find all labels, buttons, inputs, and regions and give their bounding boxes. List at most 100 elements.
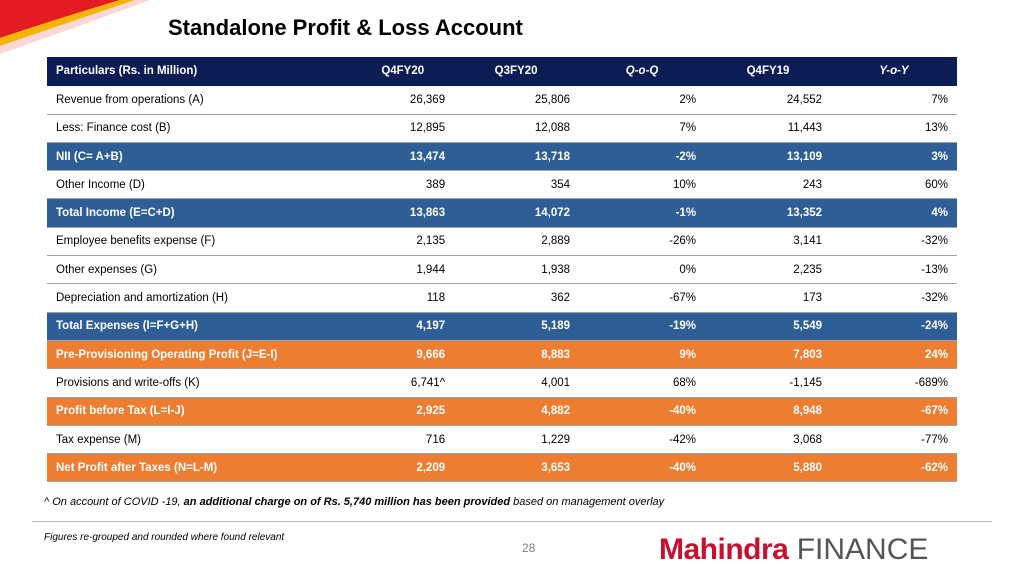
mahindra-finance-logo: Mahindra FINANCE [659, 532, 928, 568]
table-cell: -24% [831, 312, 957, 341]
row-label: Provisions and write-offs (K) [47, 368, 353, 398]
table-cell: 14,072 [453, 198, 580, 228]
logo-product: FINANCE [796, 533, 929, 566]
column-header: Q3FY20 [453, 57, 580, 87]
column-header: Q4FY20 [352, 57, 454, 87]
table-cell: 243 [705, 170, 832, 200]
table-cell: 12,895 [352, 114, 454, 143]
table-cell: 7% [579, 114, 706, 143]
table-cell: 24,552 [705, 85, 832, 115]
table-cell: 2,889 [453, 227, 580, 257]
footnote-suffix: based on management overlay [510, 496, 665, 508]
table-cell: 2% [579, 85, 706, 115]
table-cell: -40% [579, 453, 706, 483]
table-cell: 3,653 [453, 453, 580, 483]
row-label: Net Profit after Taxes (N=L-M) [47, 453, 353, 483]
table-cell: 68% [579, 368, 706, 398]
table-row: Other Income (D) 389 354 10% 243 60% [47, 170, 957, 200]
column-header: Y-o-Y [831, 57, 957, 87]
profit-loss-table: Particulars (Rs. in Million) Q4FY20 Q3FY20… [47, 57, 957, 483]
table-cell: 354 [453, 170, 580, 200]
table-cell: 7% [831, 85, 957, 115]
table-row: Depreciation and amortization (H) 118 362-… [47, 283, 957, 313]
row-label: Other Income (D) [47, 170, 353, 200]
row-label: Total Income (E=C+D) [47, 198, 353, 228]
table-row: Less: Finance cost (B) 12,895 12,088 7% 11,4… [47, 114, 957, 143]
page-number: 28 [522, 541, 536, 555]
table-row: Pre-Provisioning Operating Profit (J=E-I… [47, 340, 957, 370]
table-cell: 2,235 [705, 255, 832, 285]
table-row: Employee benefits expense (F) 2,135 2,889-… [47, 227, 957, 257]
table-cell: 13,109 [705, 142, 832, 172]
table-row: Provisions and write-offs (K) 6,741^ 4,001… [47, 368, 957, 398]
table-cell: -62% [831, 453, 957, 483]
row-label: Other expenses (G) [47, 255, 353, 285]
row-label: Employee benefits expense (F) [47, 227, 353, 257]
table-cell: 3,068 [705, 425, 832, 455]
table-cell: -32% [831, 227, 957, 257]
table-cell: 9% [579, 340, 706, 370]
table-cell: -77% [831, 425, 957, 455]
page-title: Standalone Profit & Loss Account [168, 15, 523, 40]
table-cell: 24% [831, 340, 957, 370]
table-cell: -689% [831, 368, 957, 398]
column-header: Q-o-Q [579, 57, 706, 87]
table-cell: 5,880 [705, 453, 832, 483]
table-header-row: Particulars (Rs. in Million) Q4FY20 Q3FY20… [47, 57, 957, 87]
table-cell: 10% [579, 170, 706, 200]
table-cell: 8,883 [453, 340, 580, 370]
table-row: Tax expense (M) 716 1,229 -42% 3,068 -77% [47, 425, 957, 455]
table-cell: 9,666 [352, 340, 454, 370]
table-cell: 1,944 [352, 255, 454, 285]
figures-note: Figures re-grouped and rounded where fou… [44, 532, 285, 543]
table-cell: 60% [831, 170, 957, 200]
table-row: Revenue from operations (A) 26,369 25,806 2… [47, 85, 957, 115]
table-cell: 13,474 [352, 142, 454, 172]
table-cell: 362 [453, 283, 580, 313]
table-cell: -19% [579, 312, 706, 341]
table-cell: 25,806 [453, 85, 580, 115]
row-label: Pre-Provisioning Operating Profit (J=E-I… [47, 340, 353, 370]
footnote-prefix: ^ On account of COVID -19, [44, 496, 184, 508]
table-row: Total Income (E=C+D) 13,863 14,072 -1% 13,35… [47, 198, 957, 228]
table-cell: 1,229 [453, 425, 580, 455]
table-cell: 12,088 [453, 114, 580, 143]
table-cell: 11,443 [705, 114, 832, 143]
table-cell: 6,741^ [352, 368, 454, 398]
table-cell: 389 [352, 170, 454, 200]
table-cell: 4,882 [453, 397, 580, 426]
table-cell: 26,369 [352, 85, 454, 115]
row-label: Total Expenses (I=F+G+H) [47, 312, 353, 341]
table-cell: 4% [831, 198, 957, 228]
row-label: Revenue from operations (A) [47, 85, 353, 115]
table-cell: 118 [352, 283, 454, 313]
table-cell: 8,948 [705, 397, 832, 426]
table-cell: 3% [831, 142, 957, 172]
table-row: Net Profit after Taxes (N=L-M) 2,209 3,653… [47, 453, 957, 483]
table-cell: 5,189 [453, 312, 580, 341]
table-cell: -26% [579, 227, 706, 257]
table-cell: 1,938 [453, 255, 580, 285]
table-cell: 5,549 [705, 312, 832, 341]
table-row: Other expenses (G) 1,944 1,938 0% 2,235 -13% [47, 255, 957, 285]
table-row: Total Expenses (I=F+G+H) 4,197 5,189 -19% 5,… [47, 312, 957, 341]
table-cell: 13,352 [705, 198, 832, 228]
table-cell: -32% [831, 283, 957, 313]
table-cell: 0% [579, 255, 706, 285]
footer-divider [32, 521, 992, 522]
table-cell: -42% [579, 425, 706, 455]
table-cell: -1% [579, 198, 706, 228]
table-cell: 3,141 [705, 227, 832, 257]
table-cell: 716 [352, 425, 454, 455]
table-cell: -67% [579, 283, 706, 313]
table-cell: -40% [579, 397, 706, 426]
column-header: Particulars (Rs. in Million) [47, 57, 353, 87]
row-label: Less: Finance cost (B) [47, 114, 353, 143]
row-label: NII (C= A+B) [47, 142, 353, 172]
table-cell: 13% [831, 114, 957, 143]
table-cell: 13,863 [352, 198, 454, 228]
row-label: Tax expense (M) [47, 425, 353, 455]
table-cell: -67% [831, 397, 957, 426]
row-label: Profit before Tax (L=I-J) [47, 397, 353, 426]
table-cell: 2,209 [352, 453, 454, 483]
